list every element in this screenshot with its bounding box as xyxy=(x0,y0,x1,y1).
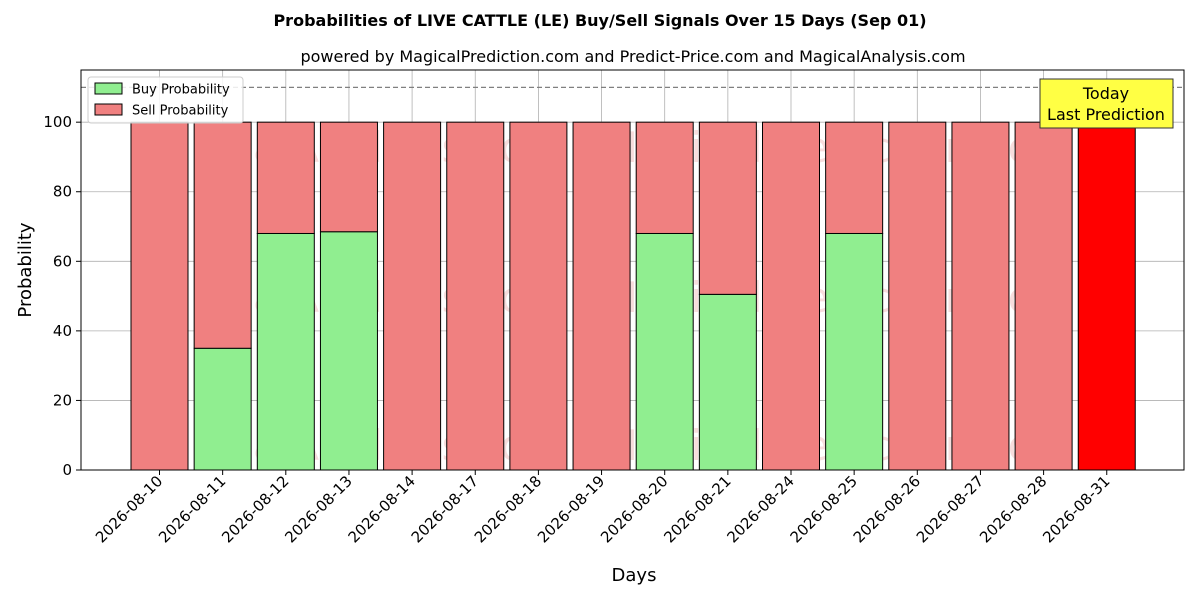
bar-sell xyxy=(256,121,315,234)
chart-title: Probabilities of LIVE CATTLE (LE) Buy/Se… xyxy=(273,11,926,30)
y-tick-label: 40 xyxy=(53,322,72,340)
annotation-text: Today xyxy=(1082,84,1129,103)
y-tick-label: 20 xyxy=(53,391,72,409)
bar-buy xyxy=(825,232,884,471)
bar-sell xyxy=(572,121,631,471)
y-tick-label: 0 xyxy=(62,461,72,479)
bar-sell xyxy=(1014,121,1073,471)
bar-sell xyxy=(825,121,884,234)
legend: Buy Probability Sell Probability xyxy=(87,76,244,124)
bar-sell xyxy=(888,121,947,471)
legend-box xyxy=(87,76,244,124)
bar-buy xyxy=(698,293,757,471)
bar-sell xyxy=(1077,121,1136,471)
bar-buy xyxy=(256,232,315,471)
bar-sell xyxy=(698,121,757,295)
y-tick-label: 80 xyxy=(53,183,72,201)
bar-sell xyxy=(635,121,694,234)
bar-sell xyxy=(383,121,442,471)
bar-buy xyxy=(635,232,694,471)
plot-frame xyxy=(80,69,1185,471)
legend-swatch xyxy=(94,103,123,116)
y-tick-label: 100 xyxy=(43,113,72,131)
y-tick-label: 60 xyxy=(53,252,72,270)
bar-sell xyxy=(130,121,189,471)
x-axis-label: Days xyxy=(612,565,657,586)
bar-sell xyxy=(446,121,505,471)
bar-buy xyxy=(319,231,378,471)
legend-label: Sell Probability xyxy=(132,104,229,119)
annotation-text: Last Prediction xyxy=(1047,105,1165,124)
bar-sell xyxy=(509,121,568,471)
chart-subtitle: powered by MagicalPrediction.com and Pre… xyxy=(300,47,965,66)
bar-buy xyxy=(193,347,252,471)
legend-swatch xyxy=(94,82,123,95)
bar-sell xyxy=(193,121,252,349)
bar-sell xyxy=(319,121,378,233)
legend-label: Buy Probability xyxy=(132,83,230,98)
annotation-box xyxy=(1039,78,1174,129)
today-annotation: Today Last Prediction xyxy=(1039,78,1174,129)
y-axis-ticks: 0 20 40 60 80 100 xyxy=(43,113,81,479)
bar-sell xyxy=(762,121,820,471)
bar-sell xyxy=(951,121,1010,471)
y-axis-label: Probability xyxy=(15,222,36,317)
